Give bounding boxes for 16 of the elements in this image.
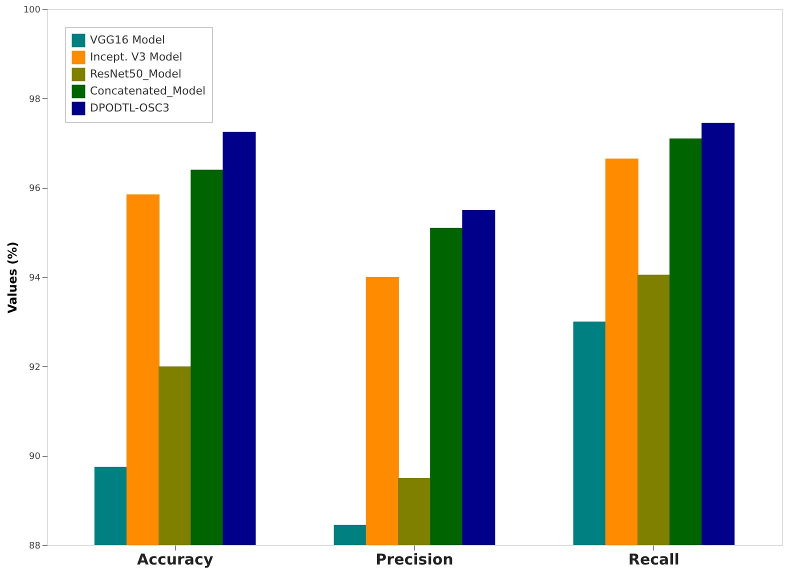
x-tick-label: Recall: [628, 550, 680, 568]
x-tick-label: Accuracy: [136, 550, 214, 568]
y-tick-label: 88: [29, 542, 41, 552]
y-tick-label: 90: [29, 452, 41, 462]
legend-label: Incept. V3 Model: [90, 50, 182, 64]
x-tick-label: Precision: [376, 550, 454, 568]
y-axis-title: Values (%): [5, 242, 20, 314]
legend-label: Concatenated_Model: [90, 84, 206, 98]
legend-label: ResNet50_Model: [90, 68, 182, 80]
legend-label: VGG16 Model: [90, 34, 166, 46]
y-tick-label: 100: [23, 6, 41, 16]
y-tick-label: 98: [29, 94, 41, 105]
y-tick-label: 96: [29, 184, 41, 194]
legend-label: DPODTL-OSC3: [90, 102, 170, 114]
y-tick-label: 92: [29, 362, 40, 373]
y-tick-label: 94: [29, 274, 41, 284]
